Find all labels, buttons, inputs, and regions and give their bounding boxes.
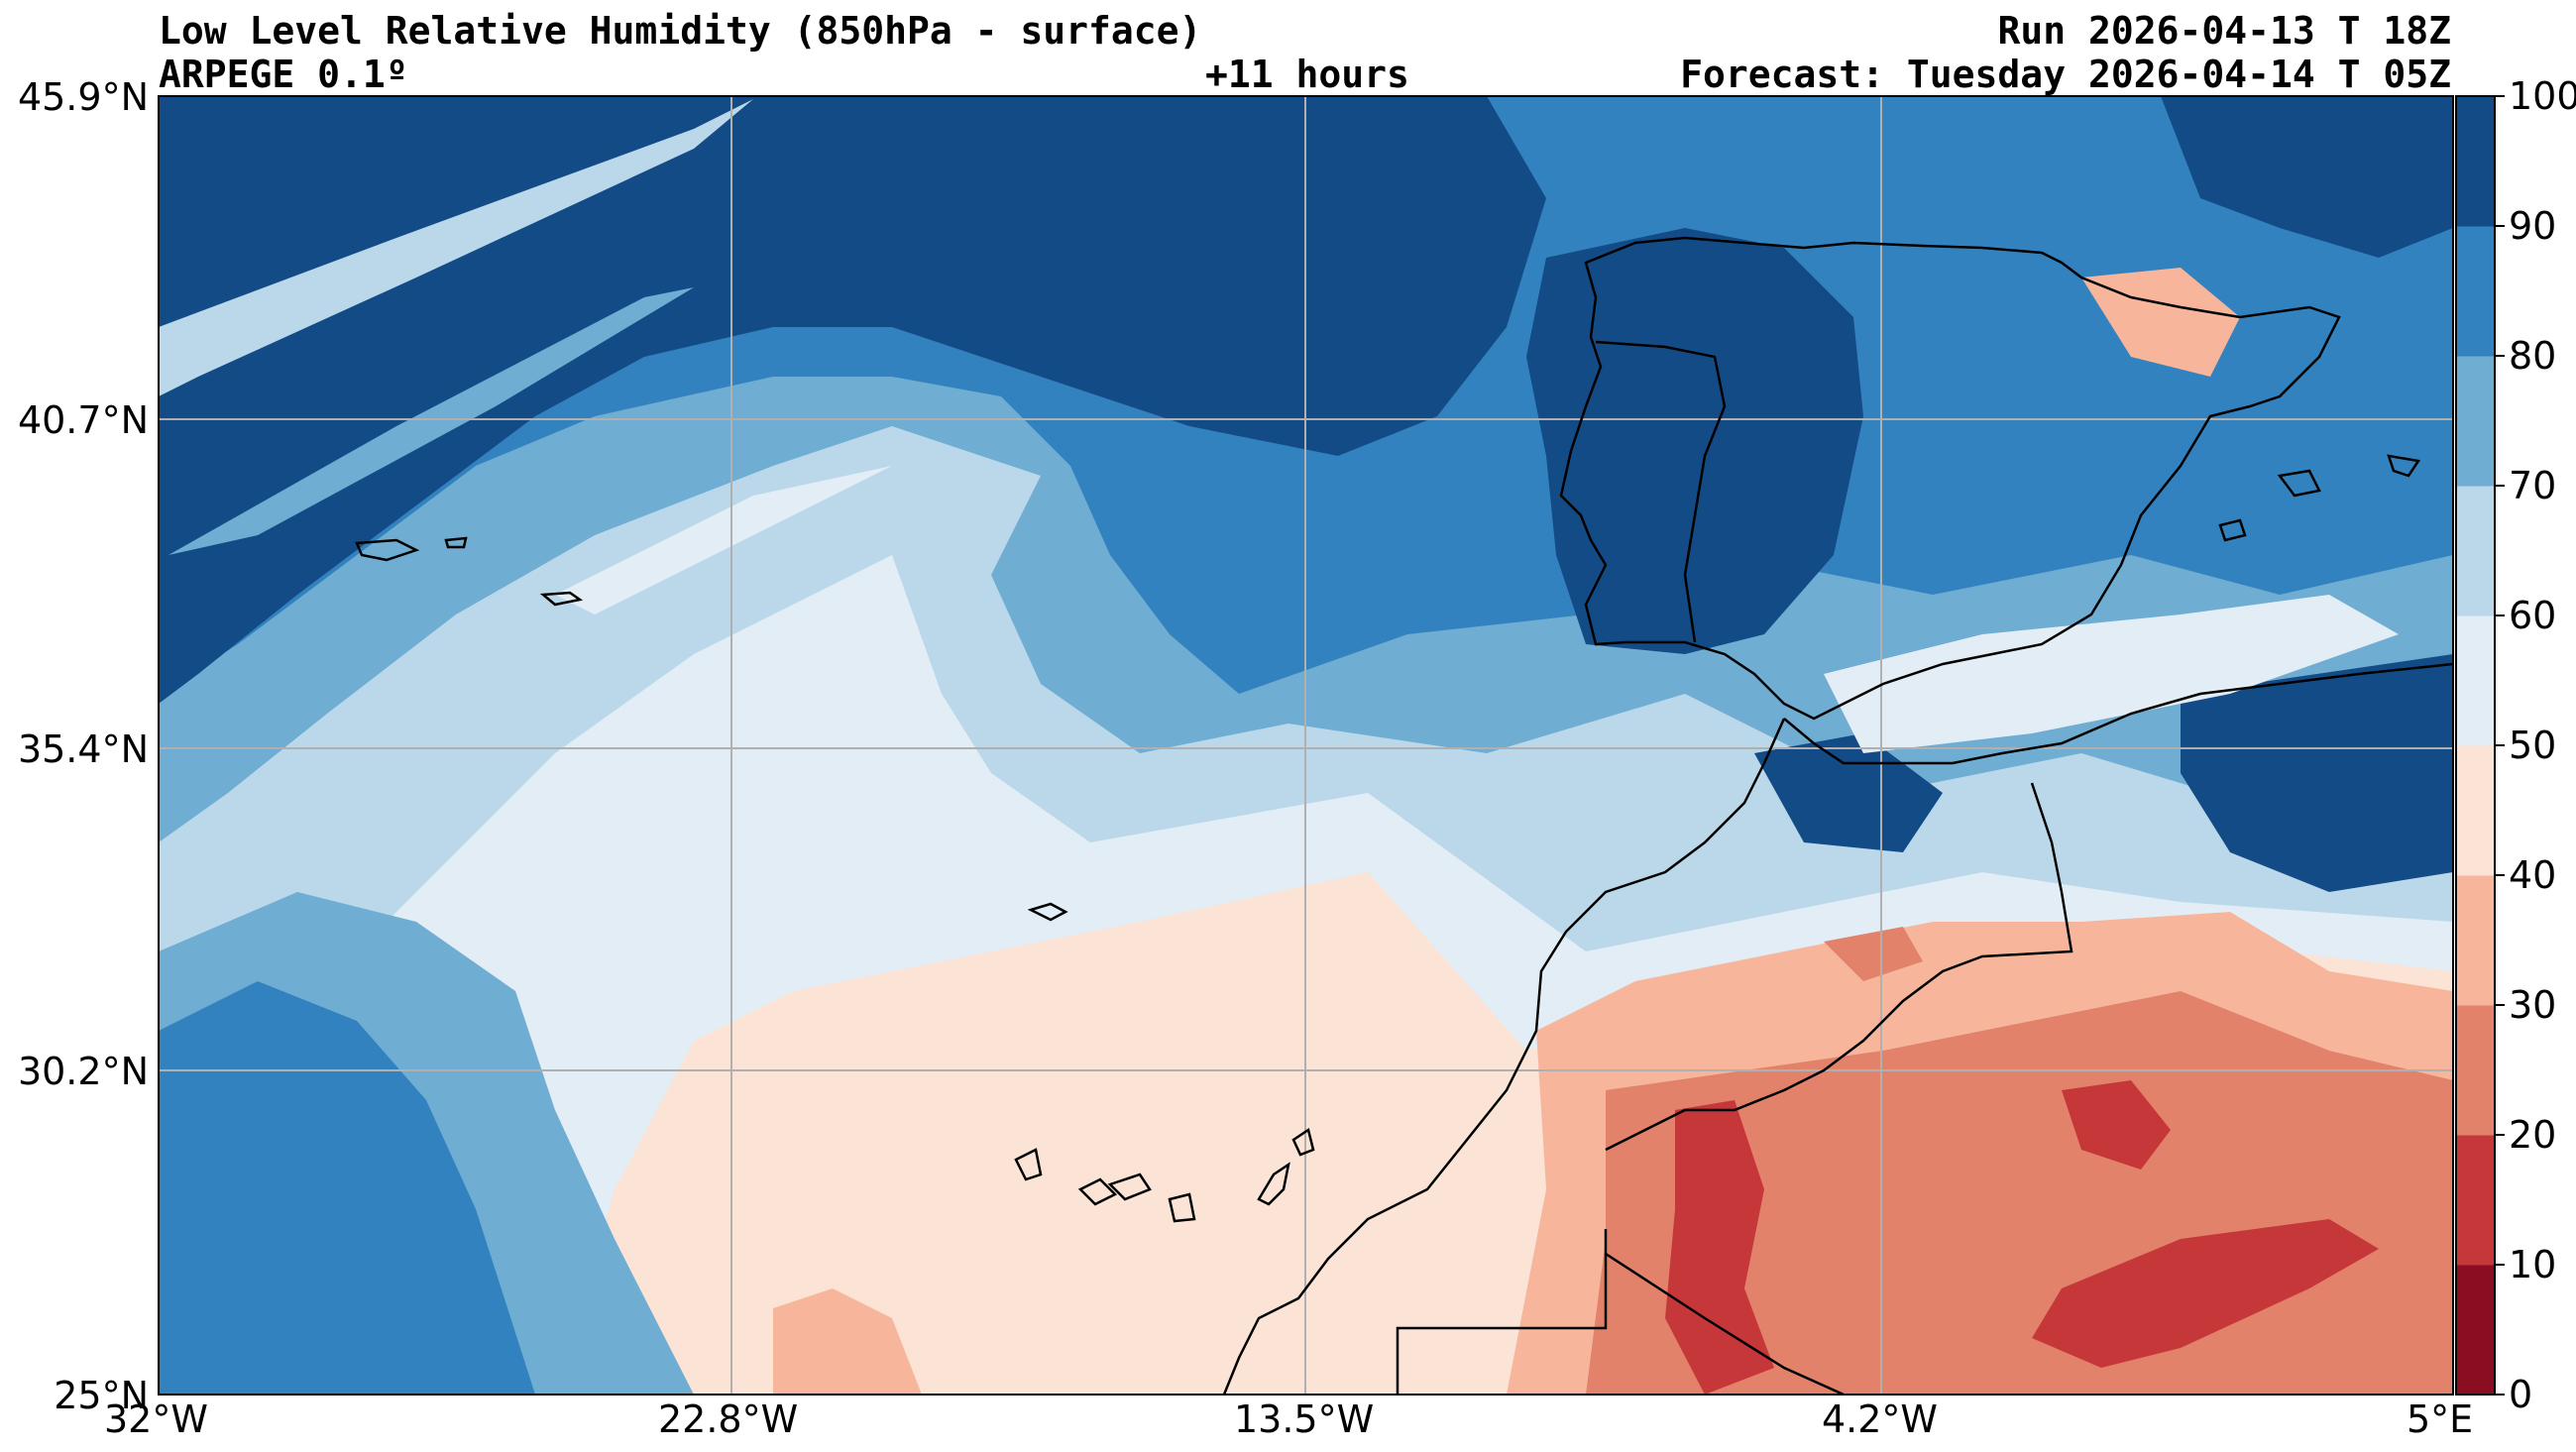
colorbar-segment (2456, 486, 2495, 616)
colorbar-segment (2456, 1135, 2495, 1266)
lon-label: 32°W (104, 1397, 208, 1441)
lat-label: 25°N (54, 1374, 149, 1417)
map-gridlines (159, 96, 2453, 1395)
colorbar-segment (2456, 875, 2495, 1006)
colorbar-segment (2456, 1265, 2495, 1396)
lon-label: 13.5°W (1234, 1397, 1375, 1441)
colorbar-tick-label: 60 (2509, 594, 2557, 637)
colorbar-tick-label: 90 (2509, 204, 2557, 248)
colorbar-segment (2456, 356, 2495, 487)
run-time: Run 2026-04-13 T 18Z (1997, 9, 2451, 53)
colorbar-tick-label: 100 (2509, 74, 2576, 118)
lat-label: 30.2°N (17, 1050, 149, 1093)
colorbar-tick-label: 30 (2509, 983, 2557, 1027)
colorbar-frame (2455, 95, 2496, 1396)
colorbar-tick-label: 70 (2509, 464, 2557, 507)
map-title: Low Level Relative Humidity (850hPa - su… (159, 9, 1202, 53)
colorbar (2456, 95, 2505, 1396)
lead-time: +11 hours (1205, 53, 1409, 96)
colorbar-segment (2456, 615, 2495, 746)
colorbar-tick-label: 40 (2509, 853, 2557, 897)
lat-label: 40.7°N (17, 398, 149, 442)
map-frame (158, 95, 2454, 1396)
colorbar-segment (2456, 745, 2495, 876)
coastlines (355, 236, 2453, 1395)
lat-label: 45.9°N (17, 75, 149, 119)
colorbar-segment (2456, 226, 2495, 357)
model-name: ARPEGE 0.1º (159, 53, 408, 96)
colorbar-tick-label: 50 (2509, 724, 2557, 767)
colorbar-tick-label: 10 (2509, 1243, 2557, 1286)
colorbar-tick-label: 80 (2509, 334, 2557, 378)
colorbar-tick-label: 20 (2509, 1113, 2557, 1157)
lon-label: 5°E (2407, 1397, 2474, 1441)
lon-label: 4.2°W (1822, 1397, 1939, 1441)
colorbar-segment (2456, 1005, 2495, 1136)
forecast-time: Forecast: Tuesday 2026-04-14 T 05Z (1680, 53, 2451, 96)
lon-label: 22.8°W (658, 1397, 799, 1441)
colorbar-segment (2456, 96, 2495, 227)
lat-label: 35.4°N (17, 727, 149, 771)
colorbar-tick-label: 0 (2509, 1373, 2533, 1416)
